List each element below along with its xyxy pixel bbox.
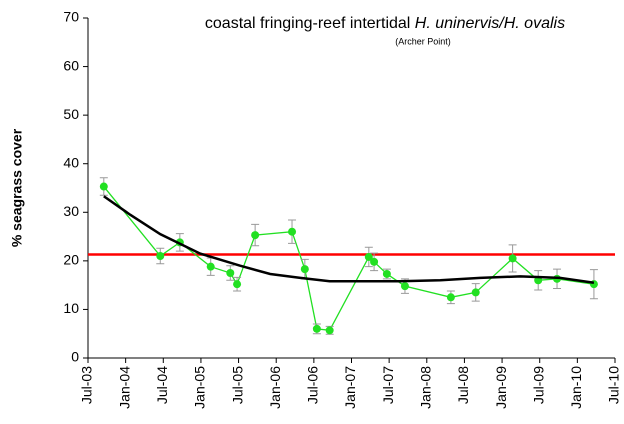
chart-subtitle: (Archer Point) bbox=[395, 36, 451, 46]
x-tick-label: Jan-10 bbox=[568, 366, 584, 409]
y-tick-label: 70 bbox=[63, 9, 79, 25]
y-axis-label: % seagrass cover bbox=[9, 128, 25, 247]
data-point bbox=[156, 252, 165, 260]
x-tick-label: Jul-06 bbox=[305, 366, 321, 404]
x-tick-label: Jan-04 bbox=[116, 366, 132, 409]
x-tick-label: Jul-03 bbox=[79, 366, 95, 404]
data-point bbox=[206, 262, 215, 271]
x-tick-label: Jan-08 bbox=[417, 366, 433, 409]
y-tick-label: 30 bbox=[63, 203, 79, 219]
data-line bbox=[103, 186, 595, 332]
y-tick-label: 50 bbox=[63, 106, 79, 122]
x-tick-label: Jan-07 bbox=[342, 366, 358, 409]
data-point bbox=[99, 182, 108, 191]
data-point bbox=[370, 257, 379, 266]
data-point bbox=[288, 227, 297, 236]
data-point bbox=[364, 252, 373, 261]
data-point bbox=[446, 293, 455, 302]
data-point bbox=[382, 269, 391, 278]
y-tick-label: 60 bbox=[63, 57, 79, 73]
data-point bbox=[312, 324, 321, 333]
x-tick-label: Jul-09 bbox=[530, 366, 546, 404]
title-text: coastal fringing-reef intertidal bbox=[205, 15, 410, 32]
x-tick-label: Jul-05 bbox=[229, 366, 245, 404]
trend-line bbox=[103, 195, 595, 284]
x-tick-label: Jul-10 bbox=[606, 366, 622, 404]
y-tick-label: 40 bbox=[63, 154, 79, 170]
x-tick-label: Jul-08 bbox=[455, 366, 471, 404]
y-tick-label: 20 bbox=[63, 252, 79, 268]
y-tick-label: 0 bbox=[71, 349, 79, 365]
x-tick-label: Jan-06 bbox=[267, 366, 283, 409]
title-italic: H. uninervis/H. ovalis bbox=[415, 15, 565, 32]
x-tick-label: Jul-04 bbox=[154, 366, 170, 404]
x-tick-label: Jan-09 bbox=[493, 366, 509, 409]
y-tick-label: 10 bbox=[63, 300, 79, 316]
x-tick-label: Jan-05 bbox=[192, 366, 208, 409]
data-point bbox=[325, 326, 334, 335]
data-point bbox=[226, 269, 235, 277]
data-point bbox=[508, 254, 517, 263]
chart-title: coastal fringing-reef intertidal H. unin… bbox=[205, 15, 565, 32]
data-point bbox=[471, 288, 480, 297]
data-point bbox=[300, 265, 309, 274]
data-point bbox=[233, 280, 242, 289]
data-point bbox=[251, 231, 260, 240]
x-tick-label: Jul-07 bbox=[380, 366, 396, 404]
data-point bbox=[400, 282, 409, 291]
